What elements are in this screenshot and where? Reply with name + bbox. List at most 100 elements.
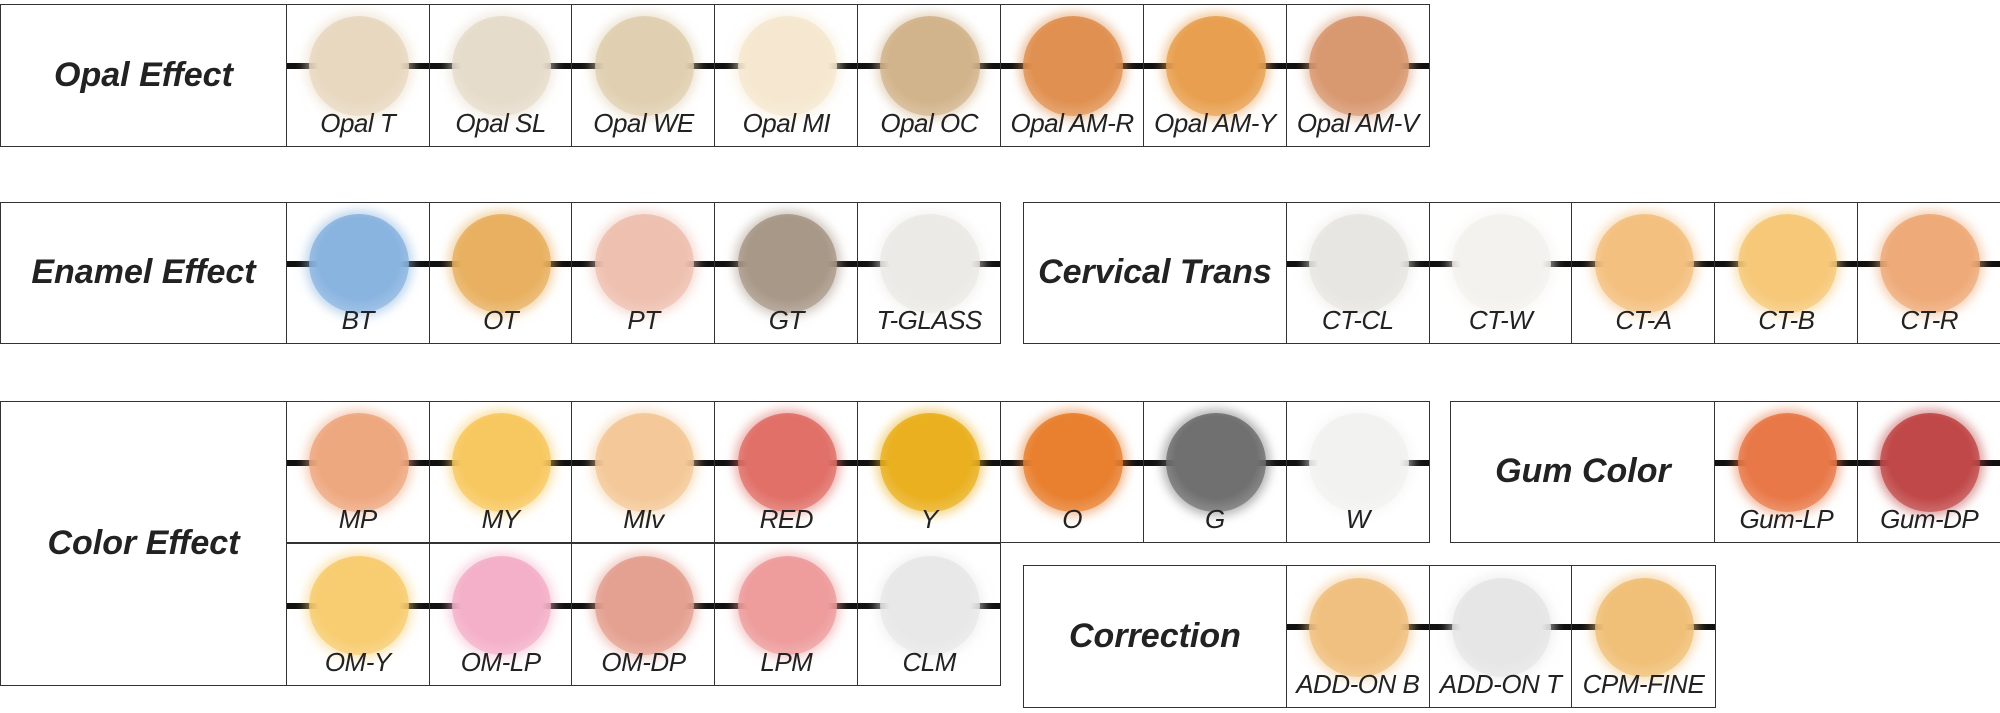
swatch xyxy=(737,213,838,314)
swatch-label: OM-LP xyxy=(460,647,541,678)
swatch-cell: CT-A xyxy=(1571,201,1716,345)
swatch-cell: CT-B xyxy=(1714,201,1859,345)
swatch xyxy=(880,16,980,116)
swatch xyxy=(309,213,409,314)
swatch-cell: MP xyxy=(285,400,430,544)
swatch xyxy=(594,213,695,314)
swatch-cell: Opal OC xyxy=(857,3,1002,147)
swatch xyxy=(451,412,552,513)
swatch xyxy=(594,412,695,513)
group-title: Enamel Effect xyxy=(0,201,287,345)
swatch-label: Gum-LP xyxy=(1739,504,1834,535)
swatch xyxy=(451,555,552,656)
group-title: Opal Effect xyxy=(0,3,287,147)
swatch xyxy=(1166,412,1266,513)
swatch-label: CLM xyxy=(902,647,957,678)
group-title: Color Effect xyxy=(0,400,287,687)
swatch xyxy=(451,16,552,116)
swatch xyxy=(594,16,695,116)
swatch-label: Y xyxy=(920,504,938,535)
swatch-label: Opal SL xyxy=(455,107,546,138)
swatch-cell: LPM xyxy=(714,543,859,687)
swatch xyxy=(1166,16,1266,116)
swatch-cell: Opal SL xyxy=(428,3,573,147)
swatch-label: CT-CL xyxy=(1321,305,1394,336)
swatch xyxy=(309,16,409,116)
swatch xyxy=(1023,412,1123,513)
swatch-label: Opal AM-R xyxy=(1010,107,1135,138)
swatch xyxy=(1451,213,1552,314)
swatch-label: CT-R xyxy=(1900,305,1959,336)
swatch xyxy=(1023,16,1123,116)
swatch-cell: Opal AM-V xyxy=(1285,3,1430,147)
swatch xyxy=(1451,577,1552,677)
swatch xyxy=(737,555,838,656)
swatch-cell: GT xyxy=(714,201,859,345)
swatch xyxy=(1594,213,1695,314)
swatch-label: PT xyxy=(627,305,660,336)
swatch-label: Opal WE xyxy=(593,107,694,138)
swatch xyxy=(1309,16,1409,116)
swatch-label: T-GLASS xyxy=(876,305,983,336)
swatch-label: Opal MI xyxy=(742,107,831,138)
swatch-cell: Gum-LP xyxy=(1714,400,1859,544)
swatch-cell: O xyxy=(1000,400,1145,544)
swatch-label: GT xyxy=(768,305,805,336)
swatch-label: MY xyxy=(481,504,521,535)
swatch xyxy=(309,555,409,656)
swatch-cell: CT-W xyxy=(1428,201,1573,345)
group-title: Cervical Trans xyxy=(1022,201,1287,345)
swatch-label: CPM-FINE xyxy=(1582,668,1705,699)
swatch-cell: BT xyxy=(285,201,430,345)
swatch-cell: ADD-ON T xyxy=(1428,565,1573,708)
swatch xyxy=(880,555,980,656)
swatch-cell: MY xyxy=(428,400,573,544)
swatch xyxy=(1880,213,1980,314)
swatch-cell: PT xyxy=(571,201,716,345)
swatch-cell: CT-R xyxy=(1857,201,2000,345)
swatch-label: ADD-ON B xyxy=(1296,668,1420,699)
swatch-cell: Opal MI xyxy=(714,3,859,147)
swatch xyxy=(1737,412,1838,513)
swatch-cell: Gum-DP xyxy=(1857,400,2000,544)
swatch-cell: OM-Y xyxy=(285,543,430,687)
swatch-label: RED xyxy=(759,504,814,535)
swatch-label: CT-A xyxy=(1615,305,1672,336)
swatch-cell: OT xyxy=(428,201,573,345)
group-title: Gum Color xyxy=(1450,400,1716,544)
swatch xyxy=(451,213,552,314)
swatch-label: Opal T xyxy=(320,107,396,138)
swatch-label: OM-Y xyxy=(324,647,391,678)
swatch-cell: Opal T xyxy=(285,3,430,147)
swatch-cell: OM-LP xyxy=(428,543,573,687)
swatch xyxy=(880,213,980,314)
swatch-cell: Opal AM-Y xyxy=(1142,3,1287,147)
swatch-cell: RED xyxy=(714,400,859,544)
swatch xyxy=(1309,577,1409,677)
swatch xyxy=(1737,213,1838,314)
swatch-label: O xyxy=(1062,504,1082,535)
group-title: Correction xyxy=(1022,565,1287,708)
swatch-cell: G xyxy=(1142,400,1287,544)
swatch-cell: CPM-FINE xyxy=(1571,565,1716,708)
swatch xyxy=(1880,412,1980,513)
swatch-label: G xyxy=(1205,504,1225,535)
swatch-cell: CLM xyxy=(857,543,1002,687)
swatch-label: CT-W xyxy=(1468,305,1533,336)
swatch-label: ADD-ON T xyxy=(1439,668,1562,699)
swatch xyxy=(737,16,838,116)
swatch-cell: Opal WE xyxy=(571,3,716,147)
swatch-label: Opal OC xyxy=(880,107,979,138)
swatch-label: Gum-DP xyxy=(1880,504,1979,535)
swatch-label: BT xyxy=(341,305,375,336)
swatch xyxy=(309,412,409,513)
swatch-label: CT-B xyxy=(1758,305,1815,336)
swatch-cell: MIv xyxy=(571,400,716,544)
swatch-cell: OM-DP xyxy=(571,543,716,687)
swatch-label: OT xyxy=(483,305,519,336)
swatch-cell: T-GLASS xyxy=(857,201,1002,345)
swatch-label: MP xyxy=(338,504,378,535)
swatch-cell: ADD-ON B xyxy=(1285,565,1430,708)
swatch-cell: W xyxy=(1285,400,1430,544)
